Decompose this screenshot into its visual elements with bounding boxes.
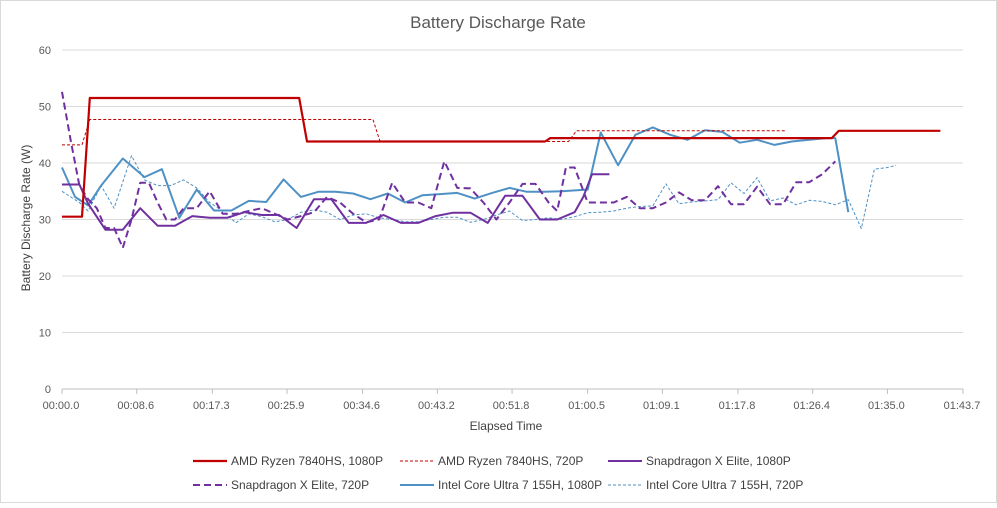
legend-label: Intel Core Ultra 7 155H, 1080P xyxy=(438,478,602,492)
chart-title: Battery Discharge Rate xyxy=(410,13,586,32)
x-tick-label: 00:34.6 xyxy=(343,400,380,412)
x-tick-label: 00:25.9 xyxy=(268,400,305,412)
legend-label: Snapdragon X Elite, 720P xyxy=(231,478,369,492)
y-axis-title: Battery Discharge Rate (W) xyxy=(19,145,33,292)
series-line xyxy=(62,173,610,231)
series-lines xyxy=(61,91,941,249)
x-axis-title: Elapsed Time xyxy=(470,419,543,433)
y-tick-label: 60 xyxy=(39,45,51,57)
y-tick-label: 20 xyxy=(39,271,51,283)
legend: AMD Ryzen 7840HS, 1080P AMD Ryzen 7840HS,… xyxy=(193,454,803,492)
y-tick-label: 0 xyxy=(45,384,51,396)
x-tick-label: 00:00.0 xyxy=(43,400,80,412)
y-tick-label: 10 xyxy=(39,328,51,340)
x-tick-label: 01:09.1 xyxy=(643,400,680,412)
legend-label: Snapdragon X Elite, 1080P xyxy=(646,454,791,468)
series-line xyxy=(62,119,786,146)
y-axis-ticks: 0 10 20 30 40 50 60 xyxy=(39,45,51,396)
x-tick-label: 01:35.0 xyxy=(868,400,905,412)
x-tick-label: 00:51.8 xyxy=(493,400,530,412)
y-tick-label: 40 xyxy=(39,158,51,170)
x-tick-label: 00:08.6 xyxy=(117,400,154,412)
y-tick-label: 50 xyxy=(39,102,51,114)
series-line xyxy=(61,91,837,249)
series-line xyxy=(62,96,941,218)
x-axis-ticks: 00:00.0 00:08.6 00:17.3 00:25.9 00:34.6 00:43… xyxy=(43,389,981,412)
legend-label: AMD Ryzen 7840HS, 1080P xyxy=(231,454,383,468)
x-tick-label: 01:17.8 xyxy=(719,400,756,412)
x-tick-label: 00:17.3 xyxy=(193,400,230,412)
y-tick-label: 30 xyxy=(39,215,51,227)
legend-label: Intel Core Ultra 7 155H, 720P xyxy=(646,478,803,492)
gridlines xyxy=(62,49,963,333)
legend-label: AMD Ryzen 7840HS, 720P xyxy=(438,454,583,468)
x-tick-label: 00:43.2 xyxy=(418,400,455,412)
x-tick-label: 01:43.7 xyxy=(944,400,981,412)
x-tick-label: 01:00.5 xyxy=(568,400,605,412)
x-tick-label: 01:26.4 xyxy=(793,400,830,412)
series-line xyxy=(61,126,850,219)
